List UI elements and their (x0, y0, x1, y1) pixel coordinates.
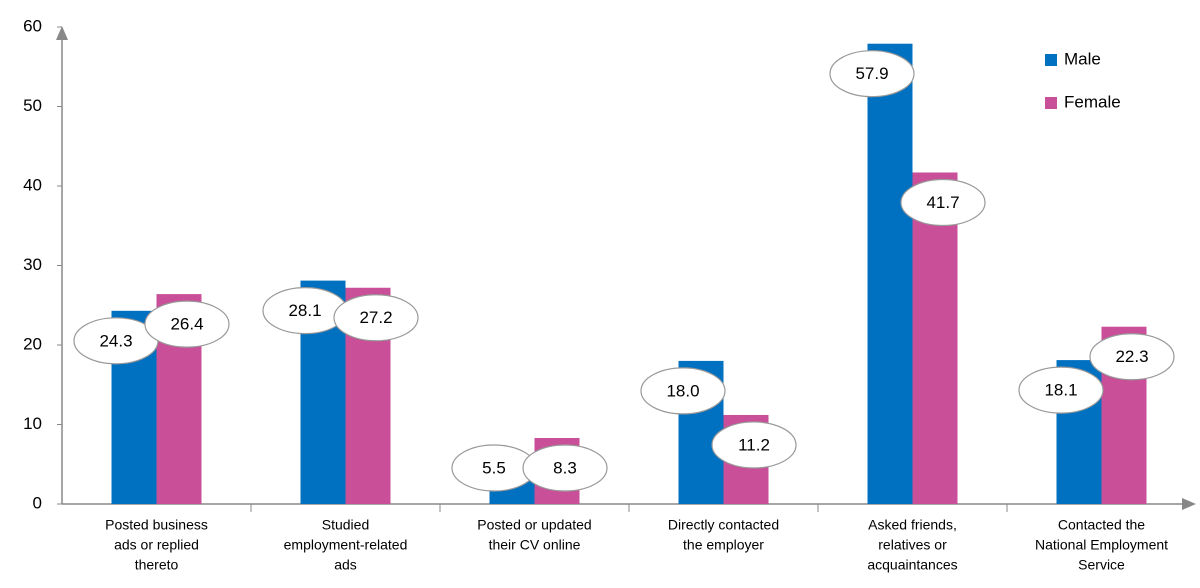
x-tick-label: thereto (135, 557, 179, 573)
y-axis-arrow (56, 26, 68, 40)
y-tick-label: 60 (23, 16, 42, 35)
y-tick-label: 40 (23, 175, 42, 194)
x-tick-label: National Employment (1035, 537, 1168, 553)
data-label: 27.2 (359, 308, 392, 327)
data-label: 22.3 (1115, 347, 1148, 366)
x-axis-arrow (1182, 498, 1196, 510)
data-label: 24.3 (99, 331, 132, 350)
data-label-bubble (1089, 333, 1175, 381)
y-tick-label: 30 (23, 255, 42, 274)
x-tick-label: Posted or updated (477, 517, 591, 533)
bar (867, 43, 913, 504)
data-label-bubble (522, 444, 608, 492)
legend-swatch (1045, 97, 1057, 109)
x-tick-label: Studied (322, 517, 369, 533)
data-label-bubble (829, 50, 915, 98)
data-label: 41.7 (926, 193, 959, 212)
data-label: 18.1 (1044, 381, 1077, 400)
data-label: 18.0 (666, 381, 699, 400)
data-label: 11.2 (738, 435, 770, 454)
x-tick-label: acquaintances (867, 557, 957, 573)
data-label-bubble (144, 300, 230, 348)
y-tick-label: 50 (23, 96, 42, 115)
legend-label: Male (1064, 49, 1101, 68)
x-tick-label: Contacted the (1058, 517, 1145, 533)
data-label-bubble (1018, 366, 1104, 414)
x-tick-label: their CV online (489, 537, 581, 553)
legend-swatch (1045, 54, 1057, 66)
x-tick-label: relatives or (878, 537, 947, 553)
data-label: 8.3 (553, 458, 577, 477)
data-label-bubble (640, 367, 726, 415)
data-label: 5.5 (482, 458, 506, 477)
data-label: 28.1 (288, 301, 321, 320)
y-tick-label: 10 (23, 414, 42, 433)
x-tick-label: Posted business (105, 517, 208, 533)
x-tick-label: Asked friends, (868, 517, 957, 533)
x-tick-label: Service (1078, 557, 1125, 573)
data-label-bubble (711, 421, 797, 469)
bar (912, 172, 958, 505)
data-label-bubble (333, 294, 419, 342)
data-label: 57.9 (855, 64, 888, 83)
data-label-bubble (900, 178, 986, 227)
data-label: 26.4 (170, 315, 203, 334)
x-tick-label: the employer (683, 537, 764, 553)
x-tick-label: employment-related (284, 537, 408, 553)
x-tick-label: Directly contacted (668, 517, 779, 533)
legend-label: Female (1064, 92, 1121, 111)
y-tick-label: 20 (23, 334, 42, 353)
y-tick-label: 0 (33, 493, 42, 512)
x-tick-label: ads or replied (114, 537, 199, 553)
x-tick-label: ads (334, 557, 357, 573)
